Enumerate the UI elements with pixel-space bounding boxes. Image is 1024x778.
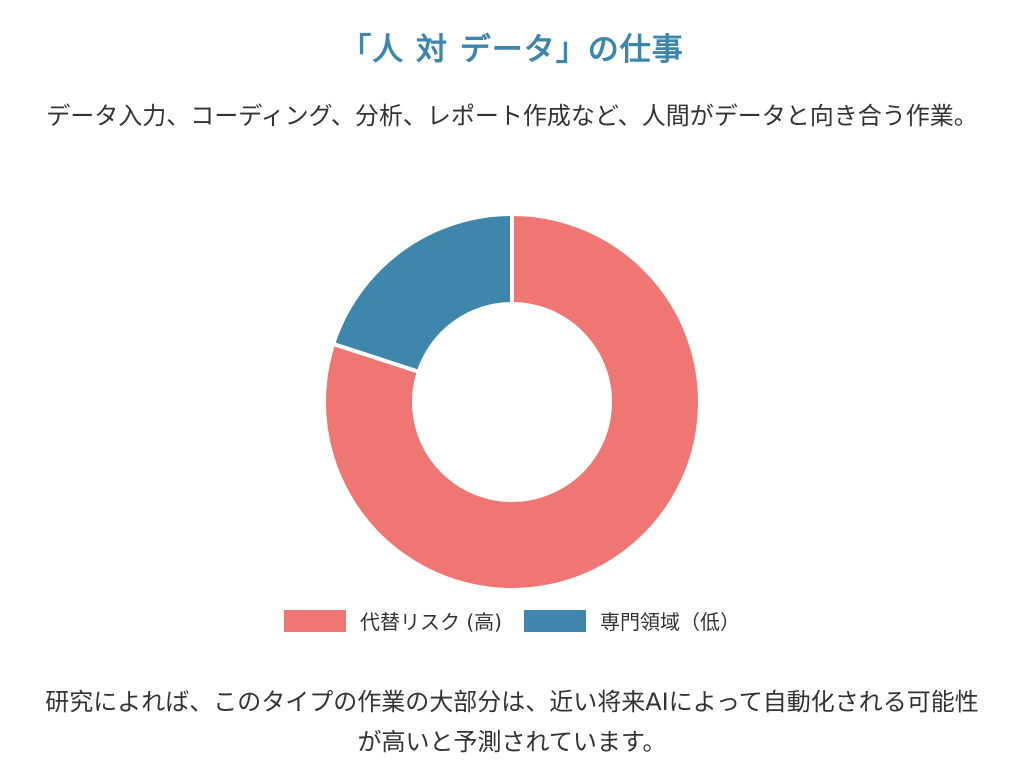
chart-legend: 代替リスク (高) 専門領域（低） bbox=[0, 606, 1024, 635]
legend-label-1: 専門領域（低） bbox=[599, 610, 740, 634]
donut-svg bbox=[322, 211, 702, 592]
legend-item-0[interactable]: 代替リスク (高) bbox=[284, 606, 502, 635]
donut-slice-0[interactable] bbox=[322, 211, 702, 592]
donut-chart bbox=[312, 202, 712, 602]
donut-slice-1[interactable] bbox=[330, 211, 514, 375]
chart-title: 「人 対 データ」の仕事 bbox=[340, 32, 684, 68]
legend-swatch-1 bbox=[523, 609, 586, 632]
chart-footnote: 研究によれば、このタイプの作業の大部分は、近い将来AIによって自動化される可能性… bbox=[45, 688, 979, 756]
legend-swatch-0 bbox=[284, 609, 347, 632]
chart-subtitle: データ入力、コーディング、分析、レポート作成など、人間がデータと向き合う作業。 bbox=[46, 102, 978, 130]
legend-item-1[interactable]: 専門領域（低） bbox=[523, 606, 740, 635]
legend-label-0: 代替リスク (高) bbox=[360, 610, 502, 634]
